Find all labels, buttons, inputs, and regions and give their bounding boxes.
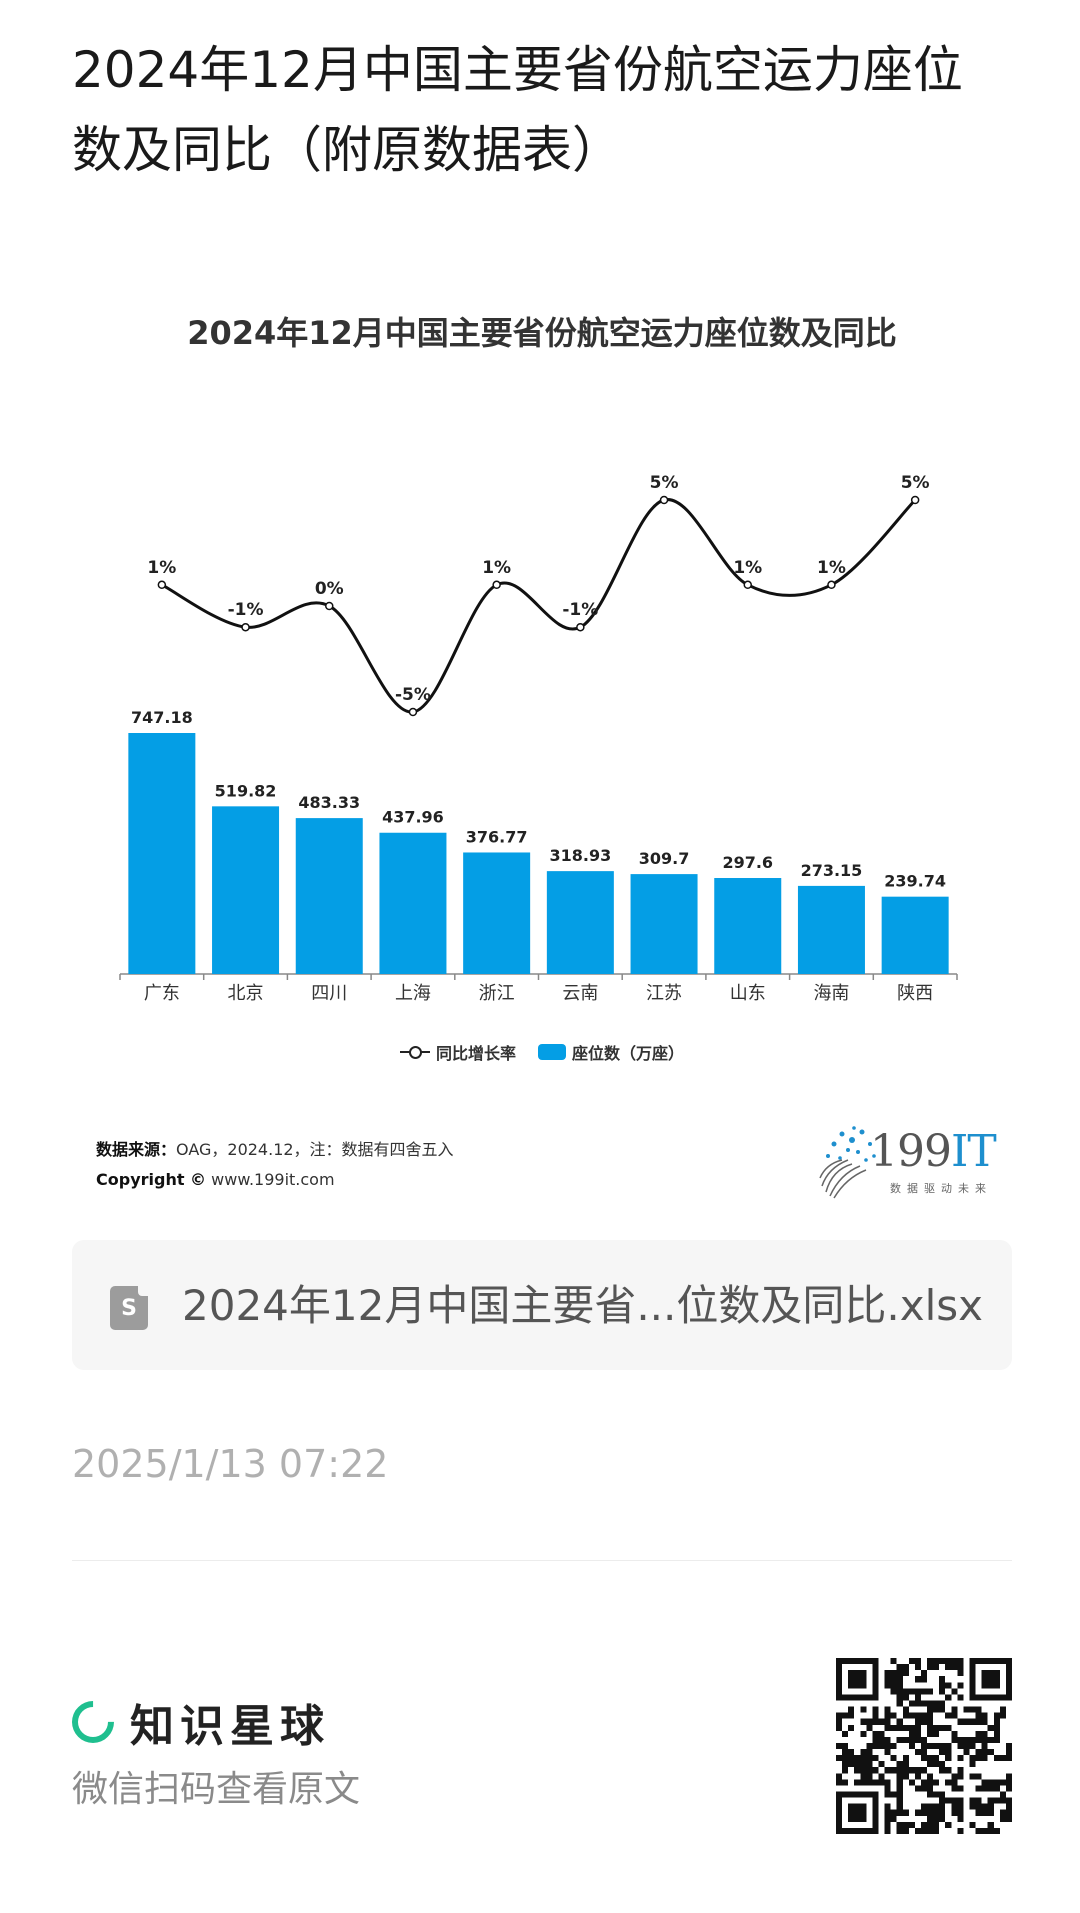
- x-tick-label: 海南: [813, 983, 849, 1004]
- chart-card: 2024年12月中国主要省份航空运力座位数及同比 747.18 广东 519.82 北…: [72, 260, 1012, 1220]
- post-title: 2024年12月中国主要省份航空运力座位数及同比（附原数据表）: [72, 41, 963, 179]
- divider: [72, 1560, 1012, 1561]
- growth-value-label: 1%: [482, 558, 511, 578]
- growth-value-label: 5%: [901, 473, 930, 493]
- x-tick-label: 四川: [311, 983, 347, 1004]
- growth-point: [492, 580, 501, 590]
- growth-value-label: -1%: [562, 600, 598, 620]
- x-tick-label: 北京: [228, 983, 264, 1004]
- bar-value-label: 318.93: [549, 846, 611, 865]
- bar-value-label: 483.33: [298, 793, 360, 812]
- spreadsheet-file-icon: S: [110, 1286, 148, 1330]
- scan-hint: 微信扫码查看原文: [72, 1769, 361, 1810]
- x-tick-label: 上海: [395, 983, 431, 1004]
- bar-广东: [128, 733, 196, 974]
- bar-value-label: 519.82: [215, 781, 277, 800]
- bar-陕西: [881, 896, 949, 974]
- growth-point: [659, 495, 669, 505]
- brand-wordmark: 199IT: [870, 1126, 997, 1177]
- source-text: OAG，2024.12，注：数据有四舍五入: [176, 1140, 454, 1159]
- growth-point: [157, 580, 167, 590]
- x-tick-label: 浙江: [479, 983, 515, 1004]
- bar-value-label: 309.7: [639, 849, 690, 868]
- x-tick-label: 陕西: [897, 983, 933, 1004]
- dandelion-logo-icon: [819, 1126, 876, 1199]
- bar-value-label: 297.6: [722, 853, 773, 872]
- legend-label-seats: 座位数（万座）: [572, 1044, 685, 1063]
- source-block: 数据来源：OAG，2024.12，注：数据有四舍五入 Copyright © w…: [96, 1135, 454, 1195]
- line-marker-icon: [399, 1045, 430, 1059]
- growth-value-label: 0%: [315, 579, 344, 599]
- bar-四川: [295, 818, 363, 974]
- bar-value-label: 376.77: [466, 827, 528, 846]
- bar-swatch-icon: [538, 1044, 566, 1060]
- bar-value-label: 239.74: [884, 872, 946, 891]
- x-tick-label: 广东: [144, 983, 180, 1004]
- bar-value-label: 747.18: [131, 708, 193, 727]
- bar-山东: [714, 878, 782, 974]
- bar-江苏: [630, 874, 698, 974]
- combo-chart: 747.18 广东 519.82 北京 483.33 四川 437.96 上海 376.77 浙江…: [119, 473, 958, 1004]
- bar-浙江: [463, 852, 531, 974]
- qr-code-icon[interactable]: [836, 1658, 1012, 1834]
- growth-value-label: 1%: [733, 558, 762, 578]
- chart-legend: 同比增长率 座位数（万座）: [72, 1040, 1012, 1064]
- planet-ring-icon: [63, 1692, 123, 1752]
- post-timestamp: 2025/1/13 07:22: [72, 1442, 389, 1486]
- growth-point: [408, 707, 418, 717]
- bar-value-label: 273.15: [801, 861, 863, 880]
- growth-value-label: -1%: [228, 600, 264, 620]
- zsxq-logo: 知识星球: [63, 1690, 330, 1754]
- bar-value-label: 437.96: [382, 808, 444, 827]
- chart-title: 2024年12月中国主要省份航空运力座位数及同比: [187, 314, 897, 352]
- planet-name: 知识星球: [130, 1701, 330, 1752]
- brand-slogan: 数据驱动未来: [890, 1182, 992, 1195]
- attachment-card[interactable]: S 2024年12月中国主要省...位数及同比.xlsx: [72, 1240, 1012, 1370]
- growth-point: [827, 580, 836, 590]
- x-tick-label: 江苏: [646, 983, 682, 1004]
- growth-value-label: 5%: [650, 473, 679, 493]
- growth-value-label: -5%: [395, 685, 431, 705]
- bar-北京: [212, 806, 280, 974]
- growth-value-label: 1%: [817, 558, 846, 578]
- growth-point: [241, 622, 250, 632]
- attachment-filename[interactable]: 2024年12月中国主要省...位数及同比.xlsx: [182, 1281, 982, 1330]
- bar-上海: [379, 832, 447, 974]
- bar-海南: [797, 885, 865, 974]
- growth-point: [325, 601, 334, 611]
- legend-item-growth: 同比增长率: [399, 1040, 516, 1064]
- legend-item-seats: 座位数（万座）: [538, 1040, 684, 1064]
- growth-point: [910, 495, 920, 505]
- source-site: www.199it.com: [211, 1170, 335, 1189]
- growth-value-label: 1%: [147, 558, 176, 578]
- x-tick-label: 山东: [730, 983, 766, 1004]
- source-label: 数据来源：: [96, 1140, 177, 1159]
- x-tick-label: 云南: [562, 983, 598, 1004]
- growth-point: [743, 580, 752, 590]
- bar-云南: [546, 871, 614, 974]
- growth-point: [576, 622, 585, 632]
- copyright-label: Copyright ©: [96, 1170, 207, 1189]
- brand-logo: 199IT 数据驱动未来: [812, 1120, 1012, 1200]
- legend-label-growth: 同比增长率: [435, 1044, 516, 1063]
- growth-line: [161, 498, 917, 714]
